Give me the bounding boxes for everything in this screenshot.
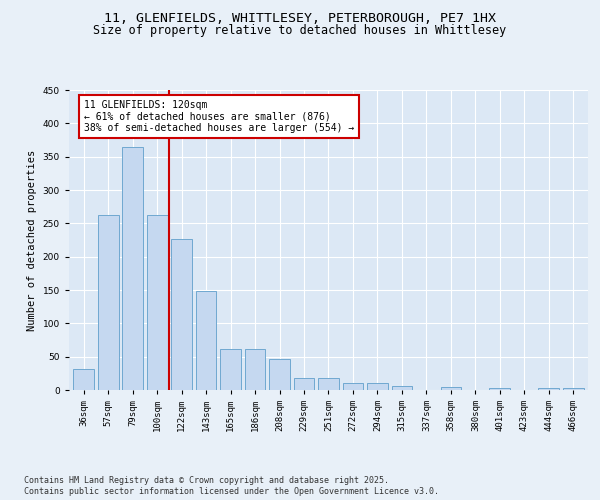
Bar — [318, 378, 339, 390]
Text: 11 GLENFIELDS: 120sqm
← 61% of detached houses are smaller (876)
38% of semi-det: 11 GLENFIELDS: 120sqm ← 61% of detached … — [84, 100, 355, 133]
Bar — [293, 378, 314, 390]
Y-axis label: Number of detached properties: Number of detached properties — [27, 150, 37, 330]
Bar — [245, 348, 265, 390]
Text: Contains HM Land Registry data © Crown copyright and database right 2025.: Contains HM Land Registry data © Crown c… — [24, 476, 389, 485]
Text: Contains public sector information licensed under the Open Government Licence v3: Contains public sector information licen… — [24, 488, 439, 496]
Bar — [171, 240, 192, 390]
Bar — [98, 216, 119, 390]
Bar — [343, 384, 364, 390]
Bar — [147, 216, 167, 390]
Bar — [269, 360, 290, 390]
Bar — [220, 348, 241, 390]
Bar — [538, 388, 559, 390]
Bar — [196, 292, 217, 390]
Bar — [73, 368, 94, 390]
Bar — [122, 146, 143, 390]
Text: 11, GLENFIELDS, WHITTLESEY, PETERBOROUGH, PE7 1HX: 11, GLENFIELDS, WHITTLESEY, PETERBOROUGH… — [104, 12, 496, 26]
Bar — [563, 388, 584, 390]
Bar — [490, 388, 510, 390]
Bar — [367, 384, 388, 390]
Text: Size of property relative to detached houses in Whittlesey: Size of property relative to detached ho… — [94, 24, 506, 37]
Bar — [392, 386, 412, 390]
Bar — [440, 386, 461, 390]
